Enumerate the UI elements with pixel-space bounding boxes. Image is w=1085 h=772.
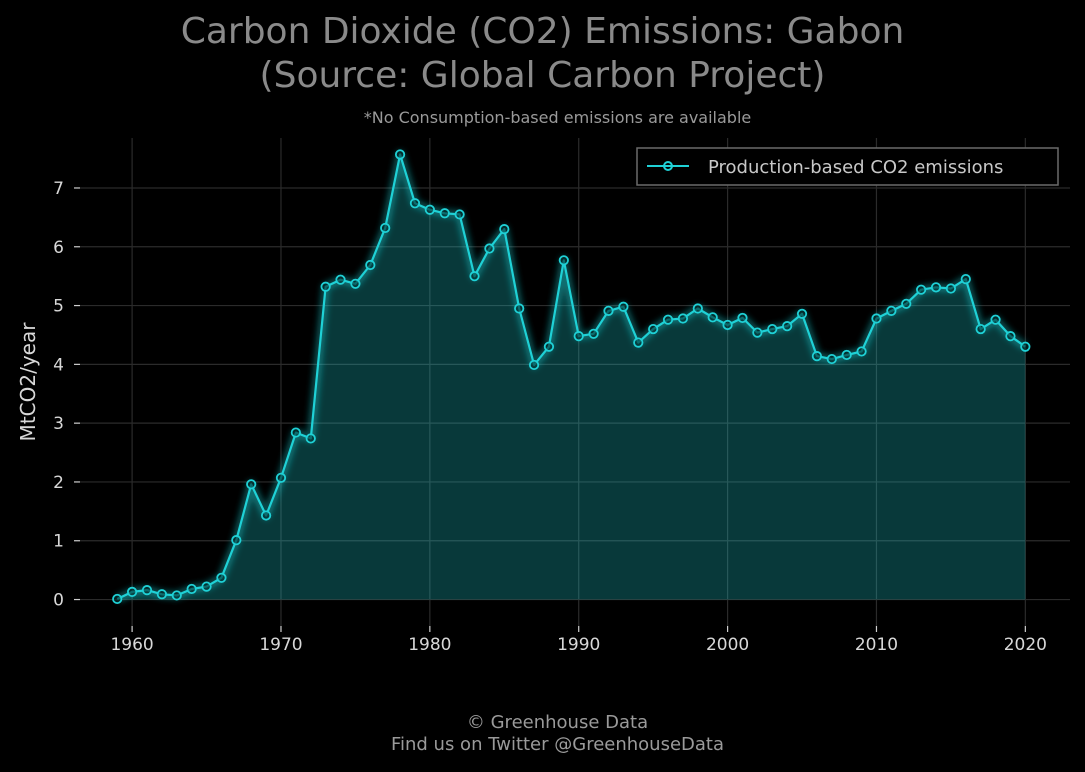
data-point xyxy=(603,305,614,316)
data-point xyxy=(648,323,659,335)
data-point xyxy=(380,222,391,234)
data-point xyxy=(796,308,808,319)
data-point xyxy=(767,323,778,335)
grid xyxy=(80,138,1070,626)
data-point xyxy=(752,327,763,338)
data-point xyxy=(722,319,733,331)
data-point xyxy=(782,321,793,332)
data-point xyxy=(916,284,927,295)
data-point xyxy=(558,255,569,266)
data-point xyxy=(633,337,644,348)
data-point xyxy=(1020,341,1031,352)
y-tick-label: 4 xyxy=(53,355,64,375)
data-point xyxy=(528,359,540,371)
data-point xyxy=(484,243,495,254)
data-point xyxy=(588,328,599,339)
data-point xyxy=(662,314,674,325)
area-fill xyxy=(117,154,1026,600)
data-point xyxy=(171,590,182,601)
data-point xyxy=(930,282,942,293)
data-point xyxy=(305,433,316,444)
footer-copyright: © Greenhouse Data xyxy=(466,712,649,733)
footer-twitter: Find us on Twitter @GreenhouseData xyxy=(390,734,725,755)
data-point xyxy=(201,581,212,592)
axes: 1960 1970 1980 1990 2000 2010 2020 0 1 2 3 4 5 6 7 xyxy=(53,179,1047,655)
x-tick-label: 1970 xyxy=(259,635,302,655)
x-tick-label: 1980 xyxy=(408,635,451,655)
y-tick-label: 0 xyxy=(53,591,64,611)
data-point xyxy=(231,535,242,546)
data-point xyxy=(514,303,525,314)
data-point xyxy=(707,312,718,323)
data-point xyxy=(320,281,331,292)
data-point xyxy=(886,305,897,316)
data-point xyxy=(335,274,346,285)
x-tick-label: 2010 xyxy=(855,635,898,655)
data-point xyxy=(216,572,227,583)
data-point xyxy=(424,204,435,215)
data-point xyxy=(454,209,465,220)
data-point xyxy=(275,472,287,483)
series-points xyxy=(112,149,1031,605)
y-tick-label: 3 xyxy=(53,414,64,434)
y-tick-label: 7 xyxy=(53,179,64,199)
data-point xyxy=(618,301,629,312)
x-tick-label: 2020 xyxy=(1004,635,1047,655)
data-point xyxy=(960,274,971,285)
y-tick-label: 1 xyxy=(53,532,64,552)
area-fill-path xyxy=(117,154,1026,600)
x-tick-label: 1990 xyxy=(557,635,600,655)
data-point xyxy=(871,313,882,324)
data-point xyxy=(737,312,748,324)
data-point xyxy=(945,283,957,294)
data-point xyxy=(1005,331,1016,342)
data-point xyxy=(975,323,986,335)
legend-label: Production-based CO2 emissions xyxy=(708,157,1003,178)
chart-title-line2: (Source: Global Carbon Project) xyxy=(259,55,826,96)
data-point xyxy=(811,351,823,362)
data-point xyxy=(692,303,703,314)
data-point xyxy=(856,346,867,357)
y-tick-label: 6 xyxy=(53,238,64,258)
series-line-path xyxy=(116,153,1026,600)
chart-title-line1: Carbon Dioxide (CO2) Emissions: Gabon xyxy=(180,11,905,52)
data-point xyxy=(290,427,301,438)
data-point xyxy=(990,314,1001,325)
chart-subtitle: *No Consumption-based emissions are avai… xyxy=(363,108,752,127)
legend: Production-based CO2 emissions xyxy=(636,147,1059,186)
data-point xyxy=(841,349,852,361)
data-point xyxy=(394,149,406,160)
data-point xyxy=(127,586,138,597)
data-point xyxy=(901,298,912,309)
data-point xyxy=(156,589,167,600)
data-point xyxy=(826,353,837,365)
data-point xyxy=(260,510,272,521)
series-line xyxy=(115,150,1028,604)
data-point xyxy=(112,593,123,605)
data-point xyxy=(499,224,510,235)
data-point xyxy=(246,479,257,490)
data-point xyxy=(573,331,584,342)
data-point xyxy=(409,198,421,209)
x-tick-label: 1960 xyxy=(110,635,153,655)
y-axis-label: MtCO2/year xyxy=(16,322,40,442)
data-point xyxy=(365,259,376,271)
legend-marker-sample xyxy=(663,161,673,171)
y-tick-label: 5 xyxy=(53,297,64,317)
data-point xyxy=(469,271,480,282)
data-point xyxy=(350,278,361,289)
y-tick-label: 2 xyxy=(53,473,64,493)
data-point xyxy=(677,313,689,324)
data-point xyxy=(439,208,450,219)
data-point xyxy=(543,341,555,352)
legend-box xyxy=(636,147,1059,186)
data-point xyxy=(186,583,197,595)
x-tick-label: 2000 xyxy=(706,635,749,655)
data-point xyxy=(141,585,153,596)
